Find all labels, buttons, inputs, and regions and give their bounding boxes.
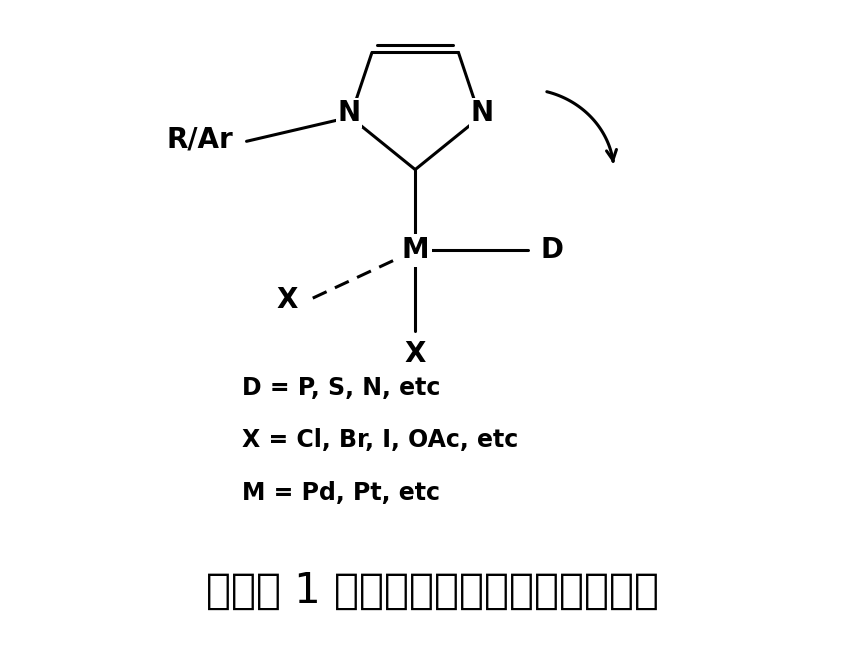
Text: M: M	[401, 236, 429, 264]
Text: X = Cl, Br, I, OAc, etc: X = Cl, Br, I, OAc, etc	[242, 428, 518, 452]
Text: D = P, S, N, etc: D = P, S, N, etc	[242, 375, 440, 400]
Text: M = Pd, Pt, etc: M = Pd, Pt, etc	[242, 481, 440, 505]
Text: N: N	[337, 99, 360, 127]
Text: N: N	[471, 99, 493, 127]
Text: 结构式 1 蟯合型氮杂环卡宾金属化合物: 结构式 1 蟯合型氮杂环卡宾金属化合物	[206, 570, 659, 612]
Text: D: D	[541, 236, 563, 264]
Text: X: X	[277, 286, 298, 315]
Text: R/Ar: R/Ar	[167, 126, 234, 154]
Text: X: X	[405, 340, 426, 368]
